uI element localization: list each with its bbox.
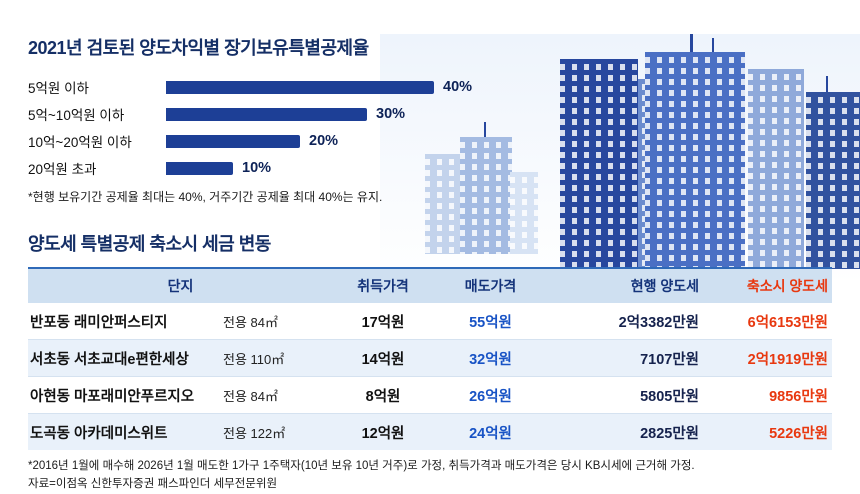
current-tax: 5805만원 (640, 388, 699, 405)
sale-price: 26억원 (469, 388, 512, 405)
complex-size: 전용 84㎡ (223, 314, 278, 330)
bar-value: 30% (376, 106, 406, 122)
table-row: 아현동 마포래미안푸르지오 전용 84㎡ 8억원 26억원 5805만원 985… (28, 377, 832, 414)
table-header-row: 단지 취득가격 매도가격 현행 양도세 축소시 양도세 (28, 269, 832, 303)
bar (166, 80, 434, 94)
complex-size: 전용 110㎡ (223, 351, 285, 367)
bar-row: 10억~20억원 이하 20% (28, 133, 832, 150)
bar (166, 107, 367, 121)
bar-row: 20억원 초과 10% (28, 160, 832, 177)
bar-label: 5억~10억원 이하 (28, 108, 125, 123)
reduced-tax: 6억6153만원 (747, 314, 828, 331)
table-row: 도곡동 아카데미스위트 전용 122㎡ 12억원 24억원 2825만원 522… (28, 414, 832, 450)
complex-size: 전용 84㎡ (223, 388, 278, 404)
tax-change-table: 단지 취득가격 매도가격 현행 양도세 축소시 양도세 반포동 래미안퍼스티지 … (28, 267, 832, 450)
complex-name: 아현동 마포래미안푸르지오 (30, 388, 195, 405)
col-header-current-tax: 현행 양도세 (630, 278, 699, 294)
building-tower-small-3 (510, 172, 538, 254)
complex-size: 전용 122㎡ (223, 425, 286, 441)
acquisition-price: 12억원 (361, 425, 405, 442)
complex-name: 반포동 래미안퍼스티지 (30, 314, 168, 331)
reduced-tax: 2억1919만원 (747, 351, 828, 368)
bar (166, 161, 233, 175)
table-footnote-assumption: *2016년 1월에 매수해 2026년 1월 매도한 1가구 1주택자(10년… (28, 460, 695, 472)
sale-price: 55억원 (469, 314, 512, 331)
building-tower-small-1 (425, 154, 463, 254)
sale-price: 24억원 (469, 425, 512, 442)
col-header-reduced-tax: 축소시 양도세 (746, 278, 828, 294)
building-tower-dark (560, 59, 638, 269)
building-antenna (484, 122, 486, 138)
table-row: 서초동 서초교대e편한세상 전용 110㎡ 14억원 32억원 7107만원 2… (28, 340, 832, 377)
deduction-bar-chart: 5억원 이하 40% 5억~10억원 이하 30% 10억~20억원 이하 20… (28, 79, 832, 177)
col-header-acquisition: 취득가격 (357, 278, 409, 294)
chart-title: 2021년 검토된 양도차익별 장기보유특별공제율 (28, 38, 369, 58)
acquisition-price: 14억원 (361, 351, 405, 368)
building-antenna (826, 76, 828, 92)
acquisition-price: 8억원 (365, 388, 401, 405)
building-tower-light (748, 69, 804, 269)
bar-row: 5억원 이하 40% (28, 79, 832, 96)
bar-value: 20% (309, 133, 339, 149)
building-tower-small-2 (460, 137, 512, 254)
building-antenna (712, 38, 714, 52)
bar-label: 20억원 초과 (28, 162, 97, 177)
table-row: 반포동 래미안퍼스티지 전용 84㎡ 17억원 55억원 2억3382만원 6억… (28, 303, 832, 340)
current-tax: 7107만원 (640, 351, 699, 368)
buildings-illustration (0, 34, 860, 492)
reduced-tax: 5226만원 (769, 425, 828, 442)
col-header-complex: 단지 (167, 278, 194, 294)
building-antenna (690, 34, 693, 52)
building-tower-tall (645, 52, 745, 269)
reduced-tax: 9856만원 (769, 388, 828, 405)
bar-label: 5억원 이하 (28, 81, 89, 96)
complex-name: 서초동 서초교대e편한세상 (30, 351, 189, 368)
current-tax: 2825만원 (640, 425, 699, 442)
sale-price: 32억원 (469, 351, 512, 368)
table-title: 양도세 특별공제 축소시 세금 변동 (28, 234, 271, 254)
bar-label: 10억~20억원 이하 (28, 135, 132, 150)
building-tower-right (806, 92, 860, 269)
acquisition-price: 17억원 (361, 314, 405, 331)
infographic-content: 2021년 검토된 양도차익별 장기보유특별공제율 5억원 이하 40% 5억~… (0, 34, 860, 494)
complex-name: 도곡동 아카데미스위트 (30, 425, 168, 442)
col-header-sale: 매도가격 (464, 278, 517, 294)
chart-footnote: *현행 보유기간 공제율 최대는 40%, 거주기간 공제율 최대 40%는 유… (28, 190, 383, 204)
bar-value: 40% (443, 79, 473, 95)
bar-value: 10% (242, 160, 272, 176)
bar-row: 5억~10억원 이하 30% (28, 106, 832, 123)
table-footnote-source: 자료=이점옥 신한투자증권 패스파인더 세무전문위원 (28, 478, 278, 491)
current-tax: 2억3382만원 (618, 314, 699, 331)
bar (166, 134, 300, 148)
